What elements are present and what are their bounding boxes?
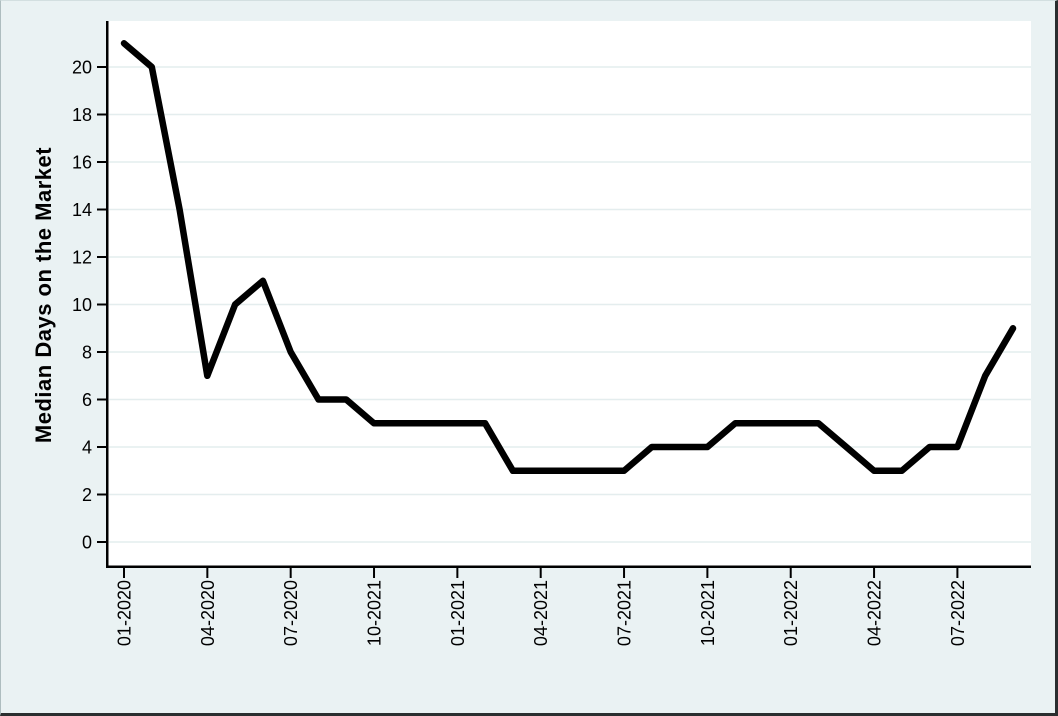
y-tick-label: 8: [82, 343, 92, 363]
y-tick-label: 2: [82, 485, 92, 505]
x-tick-label: 01-2020: [115, 580, 135, 646]
x-tick-label: 10-2021: [365, 580, 385, 646]
plot-area: [108, 21, 1031, 566]
y-tick-label: 6: [82, 390, 92, 410]
x-tick-label: 07-2020: [281, 580, 301, 646]
y-tick-label: 20: [72, 58, 92, 78]
y-tick-label: 0: [82, 533, 92, 553]
y-tick-label: 16: [72, 153, 92, 173]
x-tick-label: 01-2022: [781, 580, 801, 646]
x-tick-label: 04-2022: [865, 580, 885, 646]
x-tick-label: 07-2022: [948, 580, 968, 646]
y-axis-title: Median Days on the Market: [31, 147, 56, 443]
x-tick-label: 04-2020: [198, 580, 218, 646]
x-tick-label: 04-2021: [531, 580, 551, 646]
y-tick-label: 10: [72, 295, 92, 315]
y-tick-label: 12: [72, 248, 92, 268]
x-tick-label: 01-2021: [448, 580, 468, 646]
y-tick-label: 18: [72, 105, 92, 125]
median-days-series-line: [120, 40, 1017, 475]
y-tick-label: 14: [72, 200, 92, 220]
x-tick-label: 10-2021: [698, 580, 718, 646]
x-tick-label: 07-2021: [615, 580, 635, 646]
y-tick-label: 4: [82, 438, 92, 458]
